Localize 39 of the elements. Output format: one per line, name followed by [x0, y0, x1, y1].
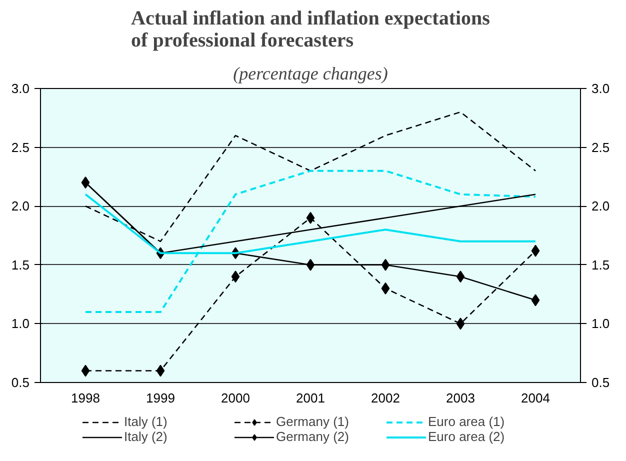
point [306, 258, 315, 271]
y2-tick-label: 1.5 [592, 257, 610, 272]
chart-subtitle: (percentage changes) [233, 64, 388, 84]
y-tick-label: 2.0 [11, 198, 30, 214]
y-tick-label: 1.5 [11, 257, 30, 272]
point [531, 244, 540, 257]
y2-tick-label: 0.5 [592, 375, 610, 390]
legend-label: Germany (1) [276, 414, 350, 429]
x-tick-label: 1998 [71, 390, 100, 406]
legend-label: Euro area (2) [428, 429, 506, 444]
legend-label: Italy (2) [124, 429, 168, 444]
chart-title: Actual inflation and inflation expectations of professional forecasters [131, 8, 490, 52]
point [81, 364, 90, 377]
legend-label: Germany (2) [276, 429, 350, 444]
point [456, 318, 465, 330]
x-tick-label: 2004 [521, 390, 550, 406]
y-tick-label: 1.0 [11, 316, 30, 332]
y-tick-label: 0.5 [11, 375, 30, 390]
y2-tick-label: 3.0 [592, 81, 610, 96]
point [381, 258, 390, 271]
y-tick-label: 3.0 [11, 81, 30, 96]
point [531, 294, 540, 306]
point [306, 212, 315, 224]
point [381, 282, 390, 294]
legend-label: Italy (1) [124, 414, 168, 429]
y2-tick-label: 1.0 [592, 316, 610, 332]
x-tick-label: 1999 [146, 390, 175, 406]
point [81, 176, 90, 189]
y2-tick-label: 2.5 [592, 140, 610, 155]
y-tick-label: 2.5 [11, 140, 30, 155]
x-tick-label: 2002 [371, 390, 400, 406]
legend-label: Euro area (1) [428, 414, 506, 429]
point [156, 364, 165, 377]
y2-tick-label: 2.0 [592, 198, 610, 214]
point [456, 270, 465, 283]
x-tick-label: 2000 [221, 390, 250, 406]
x-tick-label: 2003 [446, 390, 475, 406]
x-tick-label: 2001 [296, 390, 325, 406]
point [231, 270, 240, 283]
